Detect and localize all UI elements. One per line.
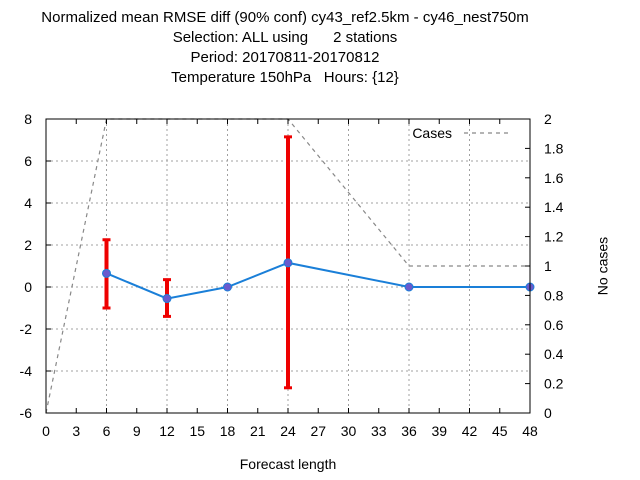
title-line-2: Selection: ALL using 2 stations	[172, 29, 398, 46]
title-line-1: Normalized mean RMSE diff (90% conf) cy4…	[41, 9, 529, 26]
x-tick-label: 21	[250, 423, 266, 439]
ticks: 0 3 6 9 12 15 18 21 24 27 30 33 36 39 42 45 48-6-4-20246…	[20, 111, 564, 439]
y-tick-label: -6	[20, 405, 33, 421]
y2-tick-label: 1.8	[544, 140, 564, 156]
x-tick-label: 12	[159, 423, 175, 439]
x-tick-label: 45	[492, 423, 508, 439]
y-tick-label: 4	[24, 195, 32, 211]
x-tick-label: 15	[189, 423, 205, 439]
x-tick-label: 0	[42, 423, 50, 439]
title-line-3: Period: 20170811-20170812	[190, 49, 380, 66]
y2-tick-label: 1.2	[544, 229, 564, 245]
y2-tick-label: 1	[544, 258, 552, 274]
x-tick-label: 24	[280, 423, 296, 439]
y2-axis-label: No cases	[595, 237, 611, 295]
y-tick-label: 0	[24, 279, 32, 295]
y2-tick-label: 0.4	[544, 346, 564, 362]
x-tick-label: 36	[401, 423, 417, 439]
x-tick-label: 6	[103, 423, 111, 439]
x-tick-label: 9	[133, 423, 141, 439]
y2-tick-label: 0.8	[544, 287, 564, 303]
y2-tick-label: 0	[544, 405, 552, 421]
data-point	[162, 294, 172, 304]
y2-tick-label: 0.6	[544, 317, 564, 333]
chart-title: Normalized mean RMSE diff (90% conf) cy4…	[0, 8, 570, 88]
y-tick-label: 6	[24, 153, 32, 169]
x-tick-label: 39	[431, 423, 447, 439]
y-tick-label: 8	[24, 111, 32, 127]
x-tick-label: 33	[371, 423, 387, 439]
legend-label-cases: Cases	[412, 125, 452, 141]
data-layer	[45, 118, 535, 414]
title-line-4: Temperature 150hPa Hours: {12}	[171, 69, 399, 86]
x-axis-label: Forecast length	[240, 456, 337, 472]
x-tick-label: 30	[341, 423, 357, 439]
data-point	[404, 282, 414, 292]
data-point	[102, 268, 111, 278]
x-tick-label: 48	[522, 423, 538, 439]
x-tick-label: 18	[220, 423, 236, 439]
y-tick-label: -2	[20, 321, 33, 337]
y2-tick-label: 2	[544, 111, 552, 127]
y2-tick-label: 1.6	[544, 170, 564, 186]
series-line-rmse-diff	[106, 261, 530, 300]
x-tick-label: 3	[72, 423, 80, 439]
y2-tick-label: 0.2	[544, 376, 564, 392]
data-point	[283, 258, 293, 268]
data-point	[223, 282, 232, 292]
x-tick-label: 42	[462, 423, 478, 439]
x-tick-label: 27	[310, 423, 326, 439]
y-tick-label: -4	[20, 363, 33, 379]
y2-tick-label: 1.4	[544, 199, 564, 215]
y-tick-label: 2	[24, 237, 32, 253]
legend: Cases	[412, 125, 512, 141]
